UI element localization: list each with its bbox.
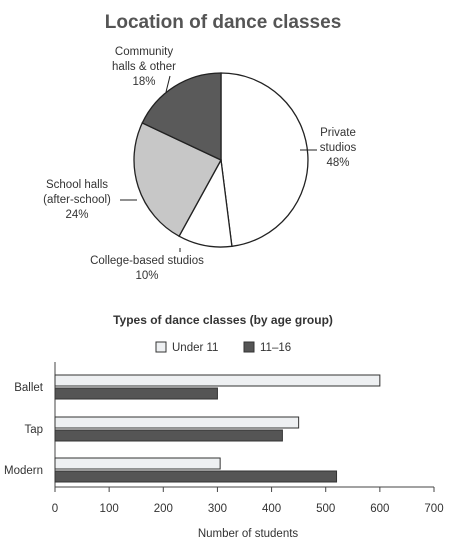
bar-modern-11-16 xyxy=(54,470,338,483)
category-label-modern: Modern xyxy=(4,465,43,477)
pie-slice-school-halls xyxy=(133,122,222,238)
bar-modern-under-11 xyxy=(54,457,221,470)
pie-label-private: Private studios 48% xyxy=(320,127,357,169)
bar-tap-under-11 xyxy=(54,416,300,429)
x-tick-label: 0 xyxy=(52,503,58,515)
bar-chart-title: Types of dance classes (by age group) xyxy=(113,313,333,327)
bar-chart: 0 100 200 300 400 500 600 700 Ballet Tap Modern xyxy=(4,362,444,515)
x-tick-label: 500 xyxy=(316,503,335,515)
bar-chart-legend: Under 11 11–16 xyxy=(155,341,291,354)
pie-label-college-based-studios: College-based studios 10% xyxy=(90,255,204,282)
legend-label-11-16: 11–16 xyxy=(260,342,291,354)
pie-label-school-halls: School halls (after-school) 24% xyxy=(43,179,111,221)
x-axis-label: Number of students xyxy=(198,528,299,540)
pie-chart-title: Location of dance classes xyxy=(105,12,342,33)
pie-leader-line xyxy=(165,75,171,93)
bar-ballet-11-16 xyxy=(54,387,218,400)
pie-label-community: Community halls & other 18% xyxy=(112,46,176,88)
x-tick-label: 600 xyxy=(370,503,389,515)
category-label-ballet: Ballet xyxy=(14,382,44,394)
legend-swatch-11-16 xyxy=(243,341,255,353)
legend-swatch-under-11 xyxy=(155,341,167,353)
category-label-tap: Tap xyxy=(24,424,43,436)
x-tick-label: 400 xyxy=(262,503,281,515)
pie-chart: Private studios 48% College-based studios 10… xyxy=(43,46,356,282)
legend-label-under-11: Under 11 xyxy=(172,342,218,354)
pie-slice-community xyxy=(141,72,222,162)
pie-slice-private xyxy=(220,72,309,248)
x-tick-label: 100 xyxy=(100,503,119,515)
x-tick-label: 200 xyxy=(154,503,173,515)
bar-ballet-under-11 xyxy=(54,374,381,387)
x-tick-label: 700 xyxy=(424,503,443,515)
bar-tap-11-16 xyxy=(54,429,283,442)
x-tick-label: 300 xyxy=(208,503,227,515)
